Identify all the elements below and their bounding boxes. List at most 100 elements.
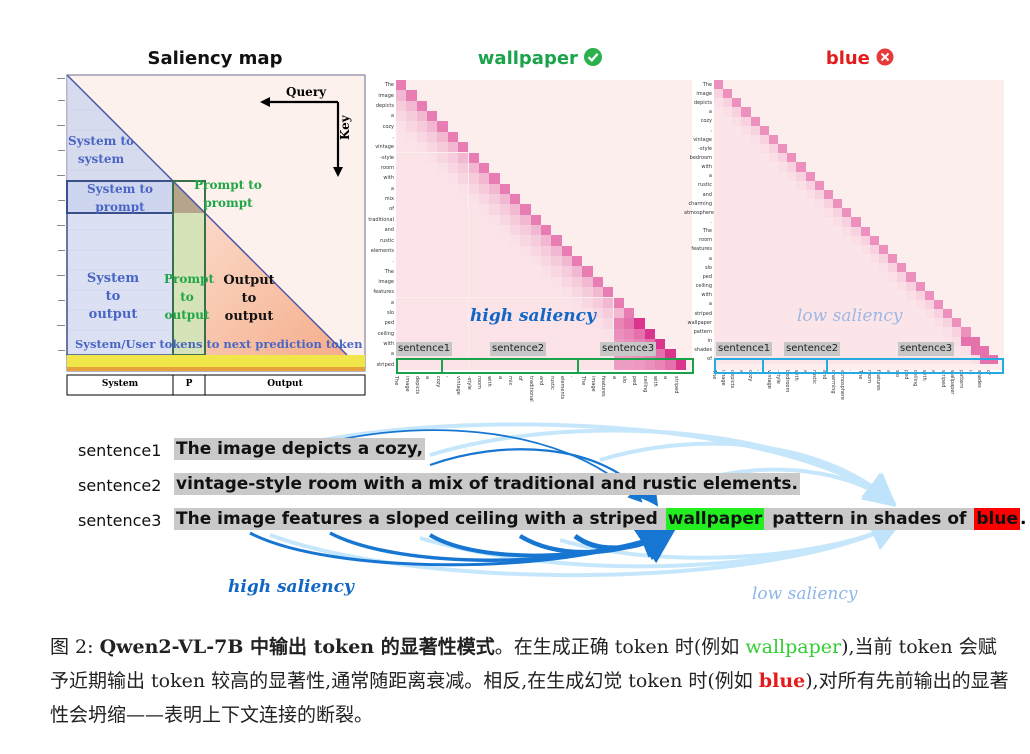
heat-cell — [654, 349, 666, 360]
heat-cell — [644, 359, 655, 370]
query-label: Query — [286, 85, 327, 99]
heat-cell — [437, 307, 448, 319]
heat-cell — [592, 359, 604, 370]
heat-cell — [520, 318, 531, 329]
heat-cell — [458, 297, 469, 308]
heat-cell — [489, 256, 500, 267]
heat-cell — [582, 297, 593, 308]
heat-cell — [750, 254, 760, 264]
heat-cell — [842, 263, 852, 273]
col-token-label: of — [517, 376, 524, 381]
heat-cell — [732, 290, 742, 300]
col-token-label: The — [579, 376, 586, 386]
heat-cell — [396, 359, 407, 370]
heat-cell — [768, 189, 779, 200]
blue-title-text: blue — [825, 48, 870, 69]
heat-cell — [732, 134, 742, 145]
heat-cell — [823, 217, 834, 227]
heat-cell — [860, 281, 870, 291]
heat-cell — [489, 318, 500, 329]
region-banner-label: System/User tokens to next prediction to… — [75, 337, 363, 351]
heat-cell — [458, 287, 469, 298]
heat-cell — [447, 214, 459, 225]
col-token-label: with — [486, 376, 493, 387]
heat-cell — [406, 307, 417, 319]
col-token-label: room — [476, 376, 483, 389]
heat-cell — [906, 309, 916, 319]
heat-cell — [427, 359, 438, 370]
heat-cell — [499, 235, 510, 246]
heat-cell — [869, 281, 879, 291]
heat-cell — [805, 171, 815, 181]
heat-cell — [750, 116, 760, 126]
heat-cell — [396, 131, 407, 143]
heat-cell — [714, 263, 724, 273]
heat-cell — [489, 297, 500, 308]
heat-cell — [458, 142, 469, 153]
heat-cell — [860, 254, 870, 264]
region-prompt-output — [173, 213, 205, 355]
heat-cell — [952, 345, 962, 355]
heat-cell — [805, 263, 815, 273]
heat-cell — [396, 193, 407, 205]
heat-cell — [592, 307, 604, 319]
heat-cell — [888, 327, 898, 337]
heat-cell — [823, 309, 834, 319]
row-token-label: of — [707, 356, 712, 363]
heat-cell — [943, 336, 953, 346]
heat-cell — [723, 162, 733, 172]
heat-cell — [787, 299, 797, 310]
heat-cell — [468, 162, 479, 174]
heat-cell — [478, 256, 490, 267]
heat-cell — [509, 287, 521, 298]
heat-cell — [741, 235, 751, 245]
heat-cell — [796, 309, 806, 319]
heat-cell — [489, 328, 500, 339]
heat-cell — [741, 199, 751, 209]
heat-cell — [796, 281, 806, 291]
row-token-label: a — [390, 351, 394, 358]
row-token-label: a — [390, 113, 394, 120]
heat-cell — [805, 180, 815, 190]
heat-cell — [406, 225, 417, 236]
heat-cell — [915, 327, 925, 337]
row-token-label: features — [373, 289, 394, 296]
heat-cell — [478, 162, 490, 174]
heat-cell — [741, 153, 751, 163]
heat-cell — [768, 208, 779, 218]
heat-cell — [878, 318, 889, 328]
heat-cell — [396, 256, 407, 267]
heat-cell — [732, 254, 742, 264]
heat-cell — [582, 349, 593, 360]
heat-cell — [499, 297, 510, 308]
row-token-label: cozy — [382, 123, 394, 130]
heat-cell — [723, 208, 733, 218]
heat-cell — [406, 90, 417, 101]
row-token-label: striped — [694, 310, 712, 317]
heat-cell — [530, 287, 541, 298]
row-token-label: ped — [702, 273, 712, 280]
heat-cell — [520, 204, 531, 215]
heat-cell — [499, 287, 510, 298]
heat-cell — [778, 336, 788, 346]
heat-cell — [759, 281, 769, 291]
heat-cell — [869, 336, 879, 346]
heat-cell — [499, 204, 510, 215]
heat-cell — [759, 180, 769, 190]
heat-cell — [416, 359, 428, 370]
heat-cell — [750, 244, 760, 255]
heat-cell — [759, 244, 769, 255]
heat-cell — [768, 336, 779, 346]
heat-cell — [551, 338, 562, 350]
heat-cell — [489, 266, 500, 277]
heat-cell — [723, 98, 733, 108]
heat-cell — [842, 272, 852, 282]
heat-cell — [458, 162, 469, 174]
heat-cell — [416, 162, 428, 174]
heat-cell — [741, 309, 751, 319]
heat-cell — [561, 256, 573, 267]
heat-cell — [814, 189, 824, 200]
heat-cell — [714, 235, 724, 245]
heat-cell — [787, 180, 797, 190]
heat-cell — [437, 131, 448, 143]
